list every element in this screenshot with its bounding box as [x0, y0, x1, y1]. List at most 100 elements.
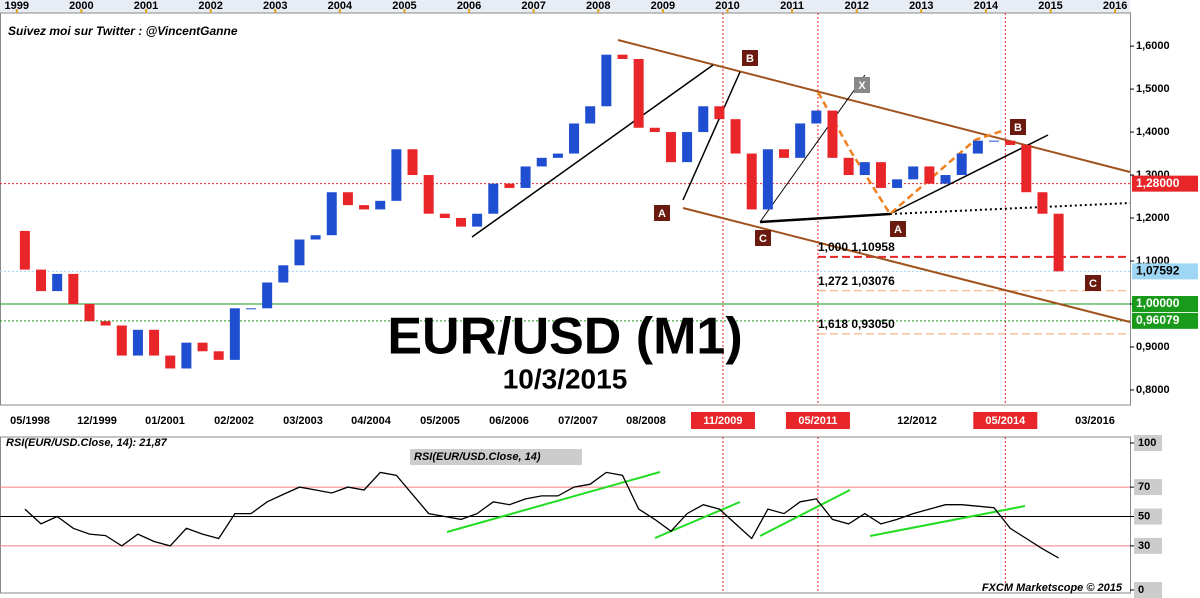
candle: [310, 235, 321, 240]
rsi-trendline: [869, 505, 1026, 537]
candle: [875, 162, 886, 188]
wave-label: A: [658, 208, 666, 220]
rsi-y-tick-label: 30: [1138, 540, 1150, 552]
candle: [197, 342, 208, 352]
x-tick-label: 2004: [328, 0, 353, 12]
x-tick-label: 2015: [1038, 0, 1062, 12]
wave-label-box: [654, 205, 670, 221]
wave-label-box: [890, 221, 906, 237]
rsi-trendline: [446, 471, 661, 533]
chart-subtitle: 10/3/2015: [503, 363, 628, 394]
candle: [1005, 140, 1016, 145]
candle: [1053, 213, 1064, 272]
rsi-frame: [0, 436, 1131, 594]
rsi-trendline: [654, 501, 741, 539]
date-marker-label: 05/2014: [985, 415, 1026, 427]
candle: [262, 282, 273, 309]
candle: [472, 213, 483, 227]
candle: [795, 123, 806, 158]
candle: [278, 265, 289, 283]
y-tick-label: 0,8000: [1136, 384, 1170, 396]
date-label: 03/2016: [1075, 415, 1115, 427]
year-bar: [0, 0, 1130, 13]
price-tag-label: 1,28000: [1136, 176, 1180, 190]
x-tick-label: 2002: [198, 0, 222, 12]
x-tick-label: 2012: [844, 0, 868, 12]
candle: [407, 149, 418, 176]
candle: [552, 153, 563, 158]
candle: [229, 308, 240, 360]
candle: [294, 239, 305, 266]
wave-label-box: [854, 77, 870, 93]
y-tick-label: 1,2000: [1136, 212, 1170, 224]
candle: [908, 166, 919, 180]
price-tag-label: 1,00000: [1136, 296, 1180, 310]
chart-title: EUR/USD (M1): [387, 308, 742, 366]
date-label: 08/2008: [626, 415, 666, 427]
candle: [1021, 144, 1032, 193]
watermark: FXCM Marketscope © 2015: [982, 582, 1123, 594]
candle: [859, 162, 870, 176]
wave-label-box: [755, 230, 771, 246]
trendline: [682, 71, 741, 201]
x-tick-label: 2008: [586, 0, 610, 12]
candle: [698, 106, 709, 133]
y-tick-label: 0,9000: [1136, 341, 1170, 353]
candle: [1037, 192, 1048, 214]
x-tick-label: 2007: [521, 0, 545, 12]
candle: [779, 149, 790, 158]
candle: [988, 140, 999, 142]
date-marker-box: [785, 412, 850, 429]
wave-path: [816, 91, 1006, 216]
y-tick-label: 1,5000: [1136, 83, 1170, 95]
candle: [536, 157, 547, 167]
x-tick-label: 2011: [780, 0, 804, 12]
x-tick-label: 2010: [715, 0, 739, 12]
candle: [149, 329, 160, 356]
date-marker-box: [973, 412, 1038, 429]
rsi-tick-box: [1134, 537, 1162, 554]
price-tag-label: 0,96079: [1136, 313, 1180, 327]
candle: [682, 132, 693, 163]
candle: [811, 110, 822, 124]
candle: [569, 123, 580, 154]
candle: [956, 153, 967, 176]
y-tick-label: 1,4000: [1136, 126, 1170, 138]
rsi-trendline: [759, 489, 851, 537]
price-tag: [1132, 295, 1198, 312]
date-label: 05/1998: [10, 415, 50, 427]
candle: [84, 303, 95, 322]
rsi-y-tick-label: 50: [1138, 510, 1150, 522]
candle: [488, 183, 499, 214]
candle: [520, 166, 531, 188]
x-tick-label: 2014: [974, 0, 999, 12]
candle: [455, 218, 466, 227]
candle: [972, 140, 983, 154]
x-tick-label: 2003: [263, 0, 287, 12]
candle: [116, 325, 127, 356]
date-label: 01/2001: [145, 415, 185, 427]
channel-line: [617, 39, 1131, 173]
date-marker-box: [690, 412, 755, 429]
price-tag: [1132, 263, 1198, 280]
candle: [827, 110, 838, 158]
fib-label: 1,272 1,03076: [818, 274, 895, 288]
candle: [165, 355, 176, 369]
rsi-line: [24, 471, 1059, 559]
candle: [649, 127, 660, 133]
candle: [601, 54, 612, 107]
date-label: 06/2006: [489, 415, 529, 427]
candle: [132, 329, 143, 356]
candle: [342, 192, 353, 206]
x-tick-label: 2001: [134, 0, 158, 12]
wave-label: B: [746, 53, 754, 65]
wave-label: B: [1014, 122, 1022, 134]
candle: [326, 192, 337, 236]
rsi-tick-box: [1134, 479, 1162, 496]
wave-label-box: [1010, 119, 1026, 135]
candle: [504, 183, 515, 188]
x-tick-label: 2006: [457, 0, 481, 12]
candle: [843, 157, 854, 176]
candle: [36, 269, 47, 292]
